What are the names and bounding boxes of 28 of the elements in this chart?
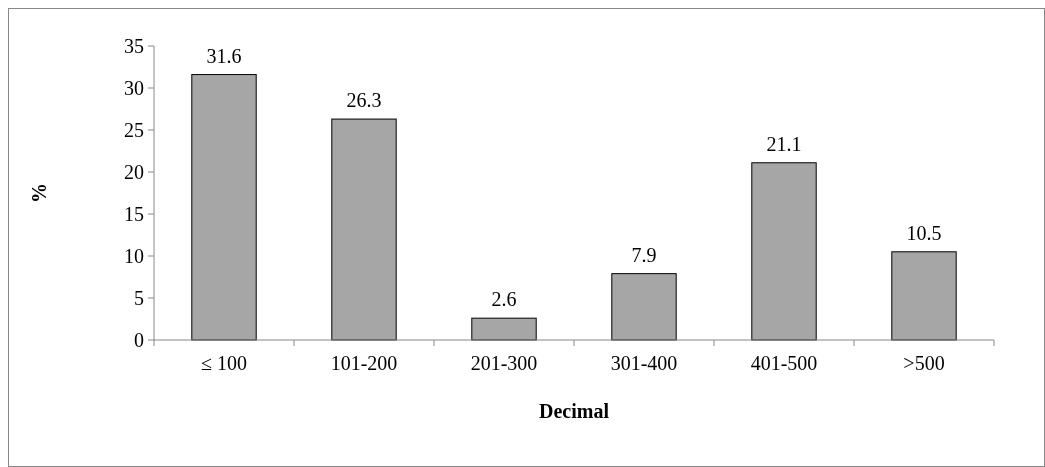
data-label: 7.9 bbox=[631, 243, 657, 266]
bar bbox=[191, 74, 257, 341]
y-axis-title: % bbox=[28, 183, 50, 203]
data-label: 21.1 bbox=[766, 132, 802, 155]
data-label: 10.5 bbox=[906, 221, 942, 244]
x-tick-label: ≤ 100 bbox=[201, 352, 247, 374]
x-axis-title: Decimal bbox=[539, 400, 610, 422]
bar bbox=[471, 317, 537, 341]
bar bbox=[611, 273, 677, 341]
y-tick-label: 35 bbox=[124, 35, 144, 57]
data-label: 26.3 bbox=[346, 89, 382, 112]
y-tick-label: 30 bbox=[124, 77, 144, 99]
data-label: 2.6 bbox=[491, 288, 517, 311]
x-tick-label: 301-400 bbox=[610, 352, 678, 374]
y-tick-label: 0 bbox=[134, 329, 144, 351]
y-tick-label: 10 bbox=[124, 245, 144, 267]
x-tick-label: 401-500 bbox=[750, 352, 818, 374]
x-tick-label: 101-200 bbox=[330, 352, 398, 374]
bar bbox=[751, 162, 817, 341]
y-tick-label: 20 bbox=[124, 161, 144, 183]
bar bbox=[891, 251, 957, 341]
y-tick-label: 15 bbox=[124, 203, 144, 225]
x-tick-label: 201-300 bbox=[470, 352, 538, 374]
bar bbox=[331, 118, 397, 341]
data-label: 31.6 bbox=[206, 44, 242, 67]
x-tick-label: >500 bbox=[903, 352, 945, 374]
y-tick-label: 25 bbox=[124, 119, 144, 141]
y-tick-label: 5 bbox=[134, 287, 144, 309]
